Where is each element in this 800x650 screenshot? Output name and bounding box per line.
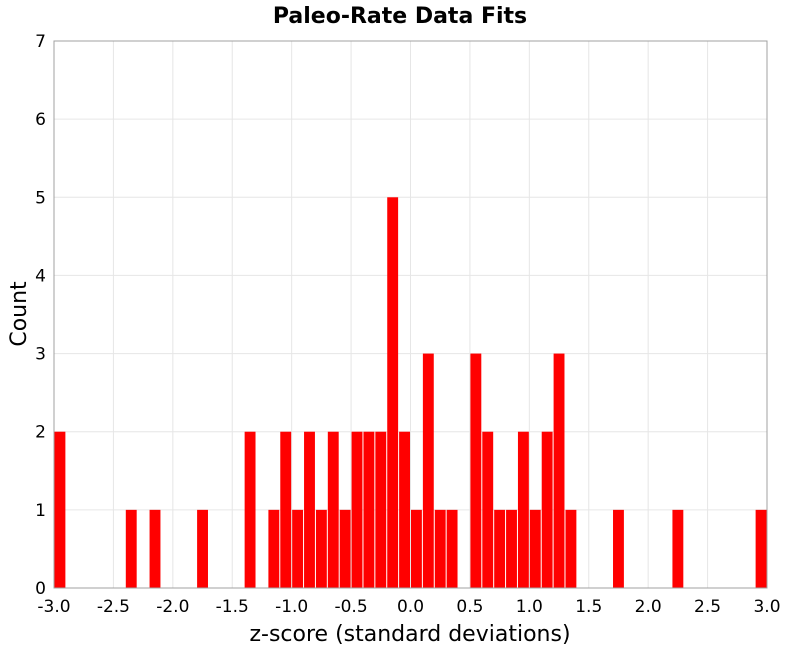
histogram-bar (54, 431, 66, 588)
histogram-bar (470, 353, 482, 588)
x-tick-label: -2.5 (97, 597, 130, 617)
histogram-bar (517, 431, 529, 588)
plot-frame (53, 40, 768, 589)
y-tick-label: 2 (35, 423, 46, 443)
histogram-bar (280, 431, 292, 588)
x-axis-label: z-score (standard deviations) (249, 622, 570, 647)
x-tick-label: -3.0 (37, 597, 70, 617)
y-tick-label: 6 (35, 110, 46, 130)
histogram-bar (268, 509, 280, 588)
x-tick-label: -1.5 (216, 597, 249, 617)
histogram-bar (529, 509, 541, 588)
y-tick-label: 1 (35, 501, 46, 521)
x-tick-label: -0.5 (334, 597, 367, 617)
histogram-bar (446, 509, 458, 588)
histogram-bar (434, 509, 446, 588)
x-tick-label: 1.0 (516, 597, 543, 617)
x-tick-label: 2.5 (694, 597, 721, 617)
histogram-bar (422, 353, 434, 588)
histogram-bar (351, 431, 363, 588)
histogram-bar (482, 431, 494, 588)
y-tick-label: 7 (35, 32, 46, 52)
x-tick-label: 3.0 (753, 597, 780, 617)
histogram-bar (125, 509, 137, 588)
histogram-bar (411, 509, 422, 588)
chart-title: Paleo-Rate Data Fits (273, 4, 527, 29)
histogram-bar (327, 431, 339, 588)
x-tick-label: 0.0 (397, 597, 424, 617)
histogram-bar (363, 431, 375, 588)
y-tick-label: 4 (35, 266, 46, 286)
histogram-bar (304, 431, 315, 588)
x-tick-label: 0.5 (456, 597, 483, 617)
x-tick-label: 1.5 (575, 597, 602, 617)
histogram-bar (292, 509, 304, 588)
y-tick-label: 0 (35, 579, 46, 599)
bars-layer (54, 197, 767, 589)
y-tick-label: 3 (35, 345, 46, 365)
histogram-bar (399, 431, 410, 588)
x-tick-label: -1.0 (275, 597, 308, 617)
histogram-bar (339, 509, 351, 588)
histogram-bar (506, 509, 517, 588)
grid-layer (53, 40, 768, 589)
histogram-bar (565, 509, 577, 588)
histogram-bar (149, 509, 161, 588)
histogram-bar (375, 431, 387, 588)
histogram-bar (494, 509, 506, 588)
y-axis-label: Count (7, 281, 32, 347)
y-axis: 0 1 2 3 4 5 6 7 (35, 32, 46, 599)
histogram-bar (541, 431, 553, 588)
histogram-bar (197, 509, 208, 588)
histogram-bar (553, 353, 565, 588)
y-tick-label: 5 (35, 188, 46, 208)
histogram-bar (613, 509, 624, 588)
histogram-bar (315, 509, 327, 588)
x-axis: -3.0 -2.5 -2.0 -1.5 -1.0 -0.5 0.0 0.5 1.0 1.5 2.0 2… (37, 597, 780, 617)
histogram-bar (672, 509, 684, 588)
histogram-bar (387, 197, 399, 589)
histogram-bar (755, 509, 767, 588)
x-tick-label: 2.0 (635, 597, 662, 617)
histogram-bar (244, 431, 256, 588)
x-tick-label: -2.0 (156, 597, 189, 617)
